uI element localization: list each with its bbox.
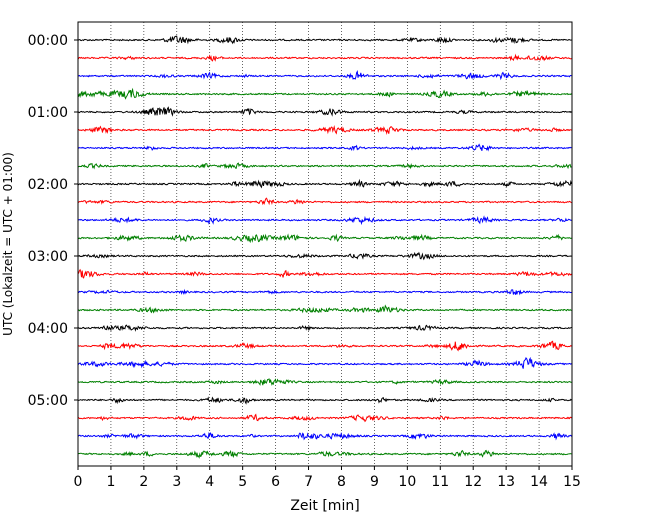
trace-0 [77,35,572,45]
trace-16 [77,324,572,332]
y-tick-label-0: 00:00 [28,33,68,49]
y-tick-label-2: 02:00 [28,177,68,193]
x-tick-label-8: 8 [337,474,346,490]
x-tick-label-6: 6 [271,474,280,490]
y-tick-label-1: 01:00 [28,105,68,121]
x-tick-label-3: 3 [172,474,181,490]
trace-14 [77,288,572,296]
y-tick-label-5: 05:00 [28,393,68,409]
x-tick-label-15: 15 [563,474,581,490]
trace-1 [77,53,572,62]
x-tick-label-14: 14 [530,474,548,490]
x-tick-label-11: 11 [431,474,449,490]
trace-7 [77,162,572,170]
x-tick-label-4: 4 [205,474,214,490]
x-tick-label-0: 0 [74,474,83,490]
x-tick-label-13: 13 [497,474,515,490]
trace-2 [77,69,572,81]
trace-3 [77,87,572,100]
x-axis-ticks: 0 1 2 3 4 5 6 7 8 9 10 11 12 13 14 15 [74,466,581,490]
y-tick-label-4: 04:00 [28,321,68,337]
x-tick-label-9: 9 [370,474,379,490]
seismic-traces [77,35,572,459]
vertical-grid [110,22,540,466]
y-axis-title: UTC (Lokalzeit = UTC + 01:00) [1,152,15,336]
trace-6 [77,143,572,152]
x-tick-label-12: 12 [464,474,482,490]
x-tick-label-1: 1 [106,474,115,490]
trace-8 [77,178,572,189]
trace-13 [77,268,572,279]
y-axis-ticks: 00:00 01:00 02:00 03:00 04:00 05:00 [28,33,78,409]
trace-18 [77,356,572,369]
trace-17 [77,340,572,352]
trace-10 [77,215,572,226]
y-tick-label-3: 03:00 [28,249,68,265]
trace-19 [77,378,572,386]
trace-23 [77,449,572,459]
trace-20 [77,396,572,405]
trace-12 [77,251,572,261]
trace-21 [77,413,572,423]
x-tick-label-2: 2 [139,474,148,490]
x-tick-label-7: 7 [304,474,313,490]
x-axis-title: Zeit [min] [290,498,359,514]
x-tick-label-10: 10 [398,474,416,490]
trace-9 [77,197,572,206]
trace-11 [77,233,572,244]
trace-5 [77,125,572,135]
plot-frame [77,21,573,467]
trace-4 [77,106,572,117]
trace-22 [77,431,572,441]
x-tick-label-5: 5 [238,474,247,490]
plot-background [78,22,572,466]
trace-15 [77,304,572,314]
